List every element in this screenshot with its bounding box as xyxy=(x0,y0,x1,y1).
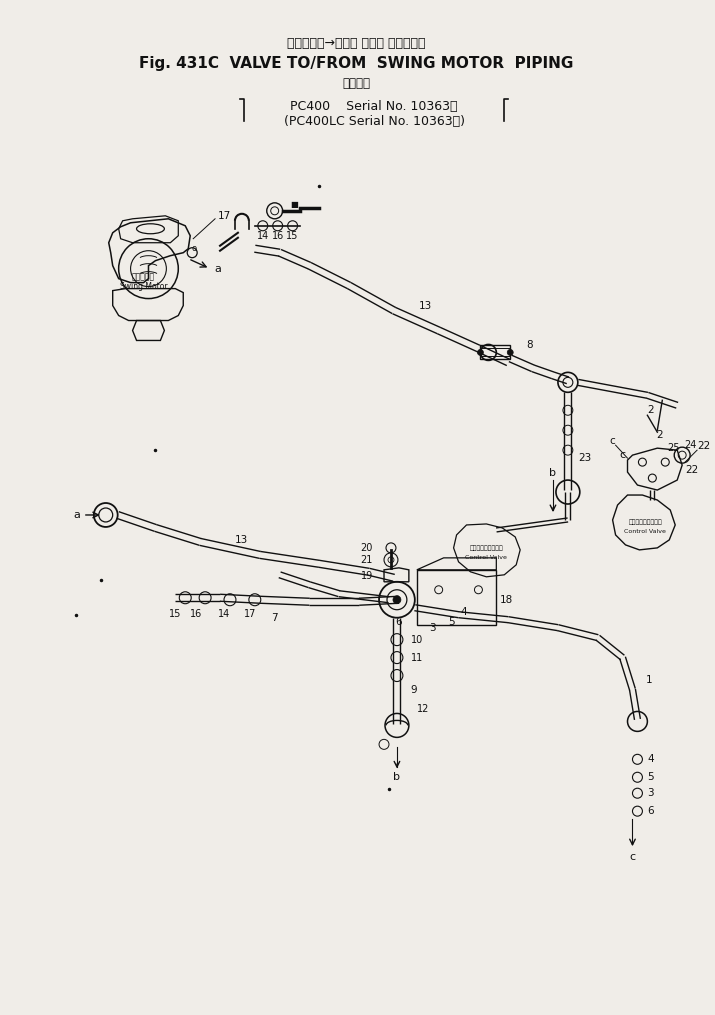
Text: c: c xyxy=(619,450,626,460)
Text: Control Valve: Control Valve xyxy=(465,555,508,560)
Text: 17: 17 xyxy=(244,609,256,619)
Text: 6: 6 xyxy=(395,617,403,626)
Text: 5: 5 xyxy=(448,617,455,626)
Text: 1: 1 xyxy=(646,675,652,684)
Text: 8: 8 xyxy=(526,340,533,350)
Text: 22: 22 xyxy=(697,442,710,452)
Text: a: a xyxy=(214,264,221,274)
Text: 10: 10 xyxy=(411,634,423,645)
Text: コントロールバルブ: コントロールバルブ xyxy=(470,545,503,551)
Text: Fig. 431C  VALVE TO/FROM  SWING MOTOR  PIPING: Fig. 431C VALVE TO/FROM SWING MOTOR PIPI… xyxy=(139,56,573,71)
Text: 旋回モータ: 旋回モータ xyxy=(132,272,155,281)
Text: b: b xyxy=(549,468,556,478)
Text: 21: 21 xyxy=(360,555,373,565)
Text: 3: 3 xyxy=(647,789,654,798)
Text: 4: 4 xyxy=(647,754,654,764)
Text: 11: 11 xyxy=(411,653,423,663)
Circle shape xyxy=(507,349,513,355)
Text: 12: 12 xyxy=(417,704,429,715)
Text: 9: 9 xyxy=(411,684,418,694)
Text: 23: 23 xyxy=(578,453,591,463)
Text: 13: 13 xyxy=(235,535,248,545)
Text: 6: 6 xyxy=(647,806,654,816)
Text: 14: 14 xyxy=(257,230,269,241)
Text: 18: 18 xyxy=(500,595,513,605)
Circle shape xyxy=(478,349,483,355)
Text: 22: 22 xyxy=(685,465,699,475)
Text: 19: 19 xyxy=(361,570,373,581)
Text: ■: ■ xyxy=(290,200,298,209)
Text: o: o xyxy=(192,245,197,253)
Bar xyxy=(417,569,496,624)
Text: 3: 3 xyxy=(429,622,435,632)
Circle shape xyxy=(393,596,401,604)
Text: コントロールバルブ: コントロールバルブ xyxy=(628,519,662,525)
Text: 2: 2 xyxy=(656,430,663,441)
Text: c: c xyxy=(610,436,616,447)
Text: 16: 16 xyxy=(272,230,284,241)
Text: a: a xyxy=(73,510,80,520)
Text: 17: 17 xyxy=(218,211,231,221)
Text: 24: 24 xyxy=(684,441,696,451)
Text: Swing Motor: Swing Motor xyxy=(119,282,167,291)
Text: b: b xyxy=(393,772,400,783)
Text: (PC400LC Serial No. 10363～): (PC400LC Serial No. 10363～) xyxy=(284,115,465,128)
Text: 15: 15 xyxy=(287,230,299,241)
Text: c: c xyxy=(629,852,636,862)
Text: 14: 14 xyxy=(218,609,230,619)
Text: 5: 5 xyxy=(647,772,654,783)
Text: Control Valve: Control Valve xyxy=(624,530,666,535)
Text: PC400    Serial No. 10363～: PC400 Serial No. 10363～ xyxy=(290,99,458,113)
Text: 16: 16 xyxy=(190,609,202,619)
Text: 13: 13 xyxy=(419,300,432,311)
Text: 2: 2 xyxy=(647,405,654,415)
Text: 4: 4 xyxy=(460,607,467,617)
Text: 7: 7 xyxy=(272,613,278,622)
Text: 適用号機: 適用号機 xyxy=(342,77,370,89)
Text: バルブ　　→　旋回 モータ パイピング: バルブ → 旋回 モータ パイピング xyxy=(287,37,425,50)
Text: 25: 25 xyxy=(667,444,679,453)
Bar xyxy=(480,345,511,359)
Text: 20: 20 xyxy=(360,543,373,553)
Text: 15: 15 xyxy=(169,609,182,619)
